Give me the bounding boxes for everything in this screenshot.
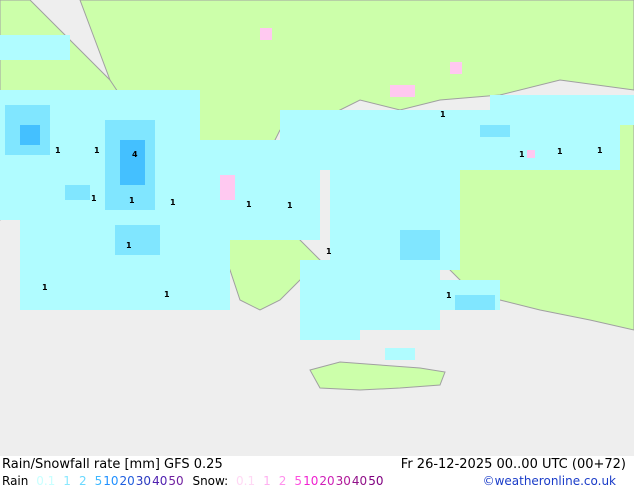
map-label: 1 <box>126 241 132 250</box>
snow-legend-label: Snow: <box>192 474 229 488</box>
map-label: 1 <box>42 283 48 292</box>
map-label: 4 <box>132 150 138 159</box>
snow-legend-value: 5 <box>294 474 303 488</box>
rain-legend-value: 2 <box>78 474 87 488</box>
map-label: 1 <box>94 146 100 155</box>
precip-value-labels: 1 1 4 1 1 1 1 1 1 1 1 1 1 1 1 1 1 <box>42 110 603 300</box>
moderate-rain-cells <box>5 105 510 310</box>
map-label: 1 <box>287 201 293 210</box>
rain-legend-value: 30 <box>135 474 152 488</box>
map-label: 1 <box>91 194 97 203</box>
map-label: 1 <box>557 147 563 156</box>
rain-legend-value: 50 <box>168 474 184 488</box>
snow-legend-value: 10 <box>303 474 319 488</box>
map-label: 1 <box>440 110 446 119</box>
legend-footer: Rain/Snowfall rate [mm] GFS 0.25 Fr 26-1… <box>0 456 634 490</box>
map-label: 1 <box>246 200 252 209</box>
map-title: Rain/Snowfall rate [mm] GFS 0.25 <box>2 457 223 472</box>
map-label: 1 <box>170 198 176 207</box>
map-label: 1 <box>55 146 61 155</box>
map-label: 1 <box>129 196 135 205</box>
snow-legend-value: 2 <box>278 474 287 488</box>
snow-legend-value: 50 <box>368 474 384 488</box>
snow-legend-value: 40 <box>351 474 368 488</box>
snow-legend-value: 1 <box>263 474 271 488</box>
rain-legend-label: Rain <box>2 474 29 488</box>
heavy-rain-cells <box>20 125 145 185</box>
rain-legend-value: 5 <box>94 474 103 488</box>
credit-link[interactable]: ©weatheronline.co.uk <box>482 474 616 488</box>
rain-legend-value: 1 <box>63 474 71 488</box>
snow-legend-value: 20 <box>319 474 335 488</box>
snow-legend-value: 30 <box>335 474 351 488</box>
snow-legend-value: 0.1 <box>236 474 256 488</box>
forecast-datetime: Fr 26-12-2025 00..00 UTC (00+72) <box>400 457 626 472</box>
map-label: 1 <box>519 150 525 159</box>
snow-cells <box>220 28 535 200</box>
rain-legend-value: 40 <box>152 474 168 488</box>
color-legend: Rain 0.1 1 2 51020304050 Snow: 0.1 1 2 5102030… <box>2 474 630 488</box>
map-label: 1 <box>326 247 332 256</box>
rain-legend-value: 10 <box>103 474 119 488</box>
map-label: 1 <box>164 290 170 299</box>
rain-legend-value: 20 <box>119 474 135 488</box>
rain-legend-value: 0.1 <box>36 474 56 488</box>
map-label: 1 <box>446 291 452 300</box>
precipitation-map: 1 1 4 1 1 1 1 1 1 1 1 1 1 1 1 1 1 <box>0 0 634 456</box>
map-label: 1 <box>597 146 603 155</box>
